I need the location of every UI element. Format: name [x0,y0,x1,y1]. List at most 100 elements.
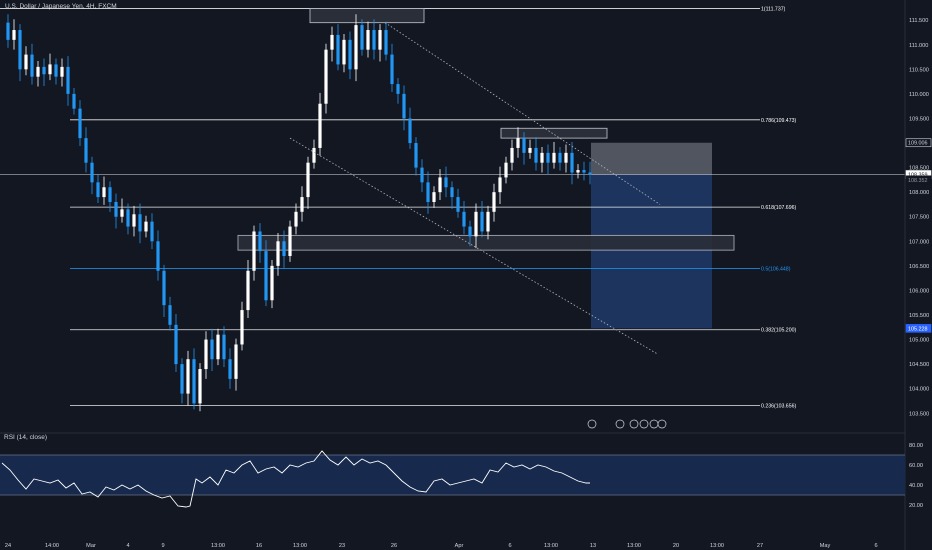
candle-body [216,334,220,360]
candle-body [54,64,58,77]
candle-body [174,324,178,365]
candle-body [420,167,424,183]
candle-body [258,231,262,252]
candle-body [426,182,430,202]
candle-body [306,162,310,198]
price-tick: 104.500 [909,362,929,368]
time-tick: 20 [673,543,679,549]
candle-body [378,30,382,50]
candle-body [60,66,64,77]
resistance-zone-box [500,127,608,139]
candle-body [120,209,124,217]
time-tick: 6 [874,543,877,549]
trendline-upper [384,22,661,205]
time-tick: 14:00 [45,543,59,549]
price-tick: 111.000 [909,43,928,49]
candle-body [366,30,370,50]
candle-body [492,192,496,212]
candle-body [192,359,196,404]
price-tick: 110.500 [909,67,929,73]
price-tick: 107.000 [909,239,929,245]
candle-body [480,211,484,232]
candle-body [342,39,346,65]
time-tick: 9 [161,543,164,549]
candle-body [264,251,268,301]
candle-body [186,359,190,394]
price-tick: 104.000 [909,387,929,393]
time-tick: 13:00 [710,543,724,549]
candle-body [282,241,286,257]
time-tick: 23 [339,543,345,549]
candle-body [396,84,400,94]
candle-body [372,30,376,50]
time-tick: 13:00 [293,543,307,549]
price-badge-label: 108.352 [908,178,928,184]
candle-body [6,22,10,40]
candle-body [150,221,154,242]
candle-body [294,211,298,227]
candle-body [564,152,568,163]
candle-body [270,265,274,301]
candle-body [348,39,352,70]
candle-body [576,170,580,173]
candle-body [324,49,328,104]
rsi-tick: 80.00 [909,443,923,449]
candle-body [42,66,46,75]
time-tick: 16 [256,543,262,549]
price-tick: 108.500 [909,166,929,172]
fib-label: 0.786(109.473) [761,118,796,124]
candle-body [156,241,160,271]
candle-body [414,143,418,168]
time-tick: Mar [86,543,96,549]
price-tick: 110.000 [909,92,929,98]
candle-body [570,152,574,173]
demand-zone-box [237,234,735,251]
candle-body [438,177,442,193]
fib-label: 0.5(106.448) [761,266,791,272]
candle-body [84,138,88,163]
rsi-tick: 20.00 [909,503,923,509]
take-profit-zone [591,174,712,329]
candle-body [336,34,340,65]
candle-body [402,93,406,119]
candle-body [504,162,508,178]
price-tick: 107.500 [909,215,929,221]
price-badge [905,175,932,185]
candle-body [240,310,244,345]
candle-body [516,138,520,148]
candle-body [408,118,412,144]
candle-body [30,54,34,77]
candle-body [132,214,136,227]
candle-body [18,30,22,70]
candle-body [222,334,226,360]
candle-body [540,152,544,163]
time-tick: 13 [590,543,596,549]
stop-loss-zone [591,142,712,175]
candle-body [462,211,466,227]
candle-body [390,54,394,85]
time-tick: 6 [508,543,511,549]
time-tick: 24 [5,543,11,549]
fib-label: 0.236(103.656) [761,404,796,410]
candle-body [102,187,106,198]
rsi-label: RSI (14, close) [4,434,47,441]
candle-body [24,54,28,70]
event-icon [649,419,659,429]
candle-body [456,197,460,212]
event-icon [587,419,597,429]
candle-body [318,103,322,148]
price-badge [905,324,932,333]
event-icon [657,419,667,429]
candle-body [552,152,556,163]
candle-body [144,221,148,232]
candle-body [312,147,316,163]
time-tick: 13:00 [544,543,558,549]
candle-body [66,66,70,94]
top-zone-box [309,8,425,24]
event-icon [639,419,649,429]
fib-label: 0.618(107.696) [761,205,796,211]
candle-body [528,147,532,153]
candle-body [48,64,52,75]
price-tick: 109.500 [909,116,929,122]
